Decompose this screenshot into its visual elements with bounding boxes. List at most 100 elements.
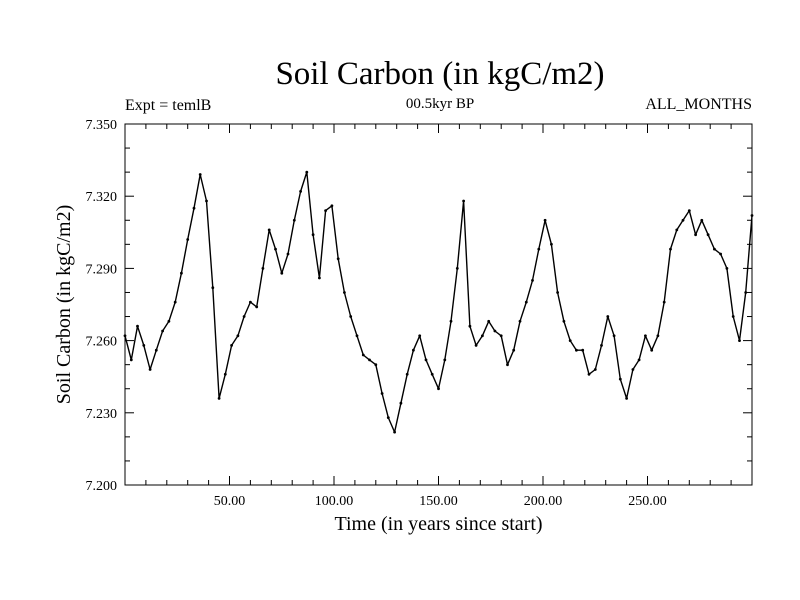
data-point	[593, 368, 597, 371]
data-point	[211, 286, 215, 290]
data-point	[518, 319, 522, 323]
data-point	[292, 218, 296, 222]
data-point	[700, 218, 704, 222]
data-point	[618, 377, 622, 381]
data-point	[386, 416, 390, 419]
data-point	[142, 344, 146, 347]
data-point	[324, 209, 327, 213]
data-point	[550, 242, 553, 246]
series-points	[123, 170, 754, 434]
data-point	[587, 372, 591, 376]
data-point	[274, 247, 277, 251]
data-point	[399, 401, 403, 405]
y-axis-label: Soil Carbon (in kgC/m2)	[53, 205, 75, 404]
data-point	[236, 334, 240, 338]
data-point	[305, 170, 309, 174]
data-point	[161, 329, 165, 333]
x-tick-label: 150.00	[419, 494, 458, 509]
data-point	[455, 267, 459, 270]
data-point	[662, 300, 666, 304]
data-point	[725, 267, 729, 270]
data-point	[474, 344, 478, 347]
data-point	[606, 315, 610, 318]
chart-title: Soil Carbon (in kgC/m2)	[275, 56, 605, 92]
data-point	[719, 252, 722, 256]
y-tick-label: 7.290	[86, 262, 118, 277]
data-point	[637, 358, 641, 362]
chart-subtitle: 00.5kyr BP	[405, 96, 475, 112]
data-point	[462, 199, 465, 203]
data-point	[575, 348, 578, 352]
data-point	[186, 238, 190, 241]
data-point	[330, 204, 334, 208]
data-point	[600, 344, 603, 347]
data-point	[261, 267, 265, 270]
data-point	[437, 387, 440, 391]
data-point	[744, 291, 748, 294]
data-point	[223, 372, 227, 376]
data-point	[286, 252, 290, 256]
axis-ticks	[125, 124, 752, 485]
series-line	[124, 171, 753, 433]
data-point	[499, 334, 503, 338]
data-point	[543, 218, 547, 222]
data-point	[612, 334, 616, 338]
y-tick-label: 7.320	[86, 190, 118, 205]
x-tick-label: 250.00	[628, 494, 667, 509]
data-point	[318, 276, 321, 280]
data-point	[706, 233, 710, 237]
data-point	[656, 334, 660, 338]
data-point	[405, 372, 409, 376]
data-point	[374, 363, 378, 367]
y-tick-label: 7.200	[86, 479, 118, 494]
data-point	[393, 430, 396, 434]
data-point	[568, 339, 572, 342]
data-point	[418, 334, 422, 338]
data-point	[694, 233, 697, 237]
y-tick-label: 7.230	[86, 407, 118, 422]
x-tick-label: 50.00	[214, 494, 246, 509]
x-tick-label: 200.00	[524, 494, 563, 509]
data-point	[355, 334, 359, 338]
data-point	[267, 228, 271, 232]
data-point	[731, 315, 735, 318]
data-point	[217, 397, 221, 400]
data-point	[556, 291, 559, 294]
plot-frame	[124, 123, 753, 486]
data-point	[537, 247, 541, 251]
data-point	[449, 319, 453, 323]
data-point	[650, 348, 654, 352]
data-point	[644, 334, 647, 338]
axis-tick-labels: 50.00 100.00 150.00 200.00 250.00 7.200 7.230 7…	[86, 118, 667, 509]
data-point	[129, 358, 133, 362]
data-point	[173, 300, 177, 304]
data-point	[681, 218, 685, 222]
data-point	[361, 353, 365, 357]
data-point	[487, 319, 491, 323]
data-point	[493, 329, 497, 333]
data-point	[230, 344, 234, 347]
data-point	[531, 279, 534, 282]
data-point	[631, 368, 635, 371]
data-point	[154, 348, 158, 352]
data-point	[349, 315, 353, 318]
data-point	[336, 257, 340, 261]
data-point	[524, 300, 528, 304]
data-point	[713, 247, 716, 251]
data-point	[481, 334, 484, 338]
data-point	[180, 271, 183, 275]
data-point	[738, 339, 741, 342]
data-point	[562, 319, 566, 323]
data-point	[255, 305, 259, 309]
x-axis-label: Time (in years since start)	[334, 513, 542, 535]
data-point	[625, 397, 628, 400]
experiment-label: Expt = temlB	[125, 97, 212, 114]
data-point	[443, 358, 447, 362]
data-point	[311, 233, 315, 237]
data-point	[192, 206, 196, 210]
data-point	[198, 173, 202, 176]
y-tick-label: 7.350	[86, 118, 118, 133]
data-point	[343, 291, 346, 294]
data-point	[368, 358, 371, 362]
